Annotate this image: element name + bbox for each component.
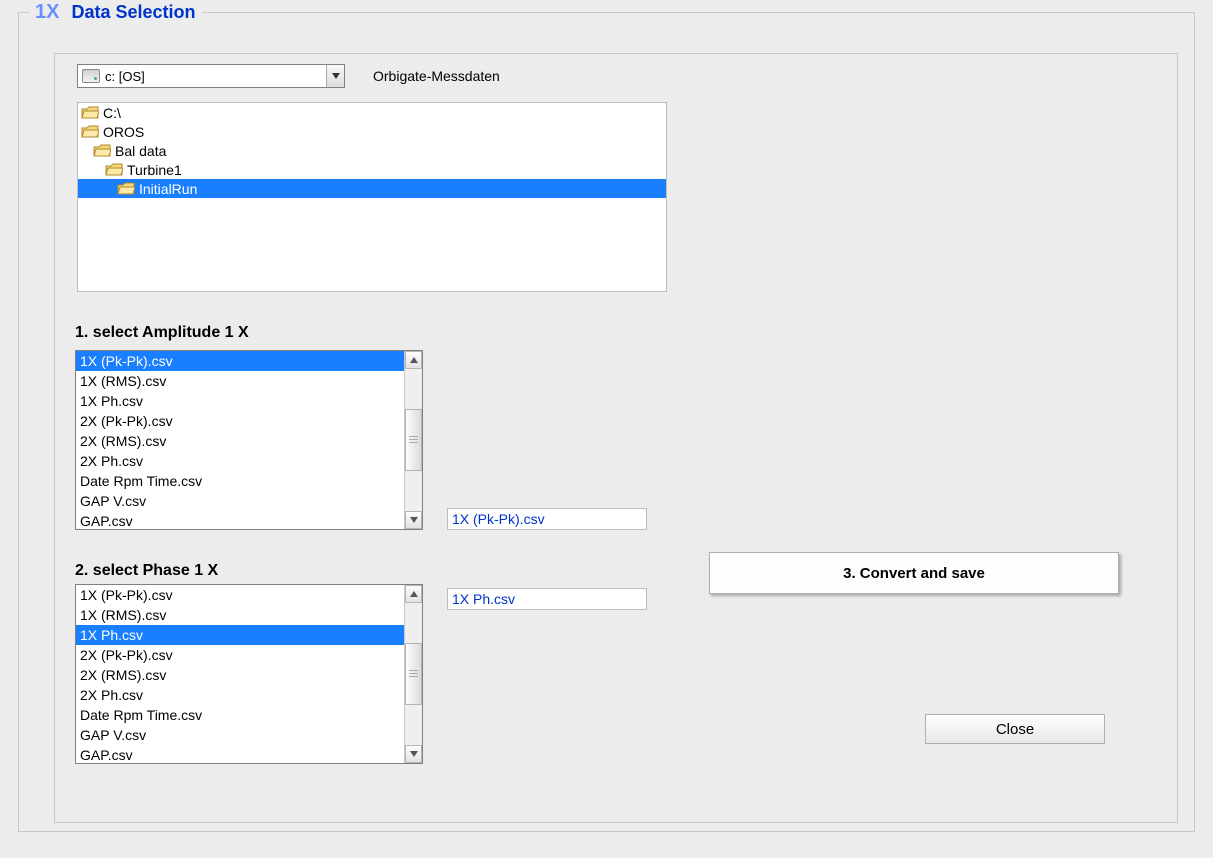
folder-icon bbox=[81, 125, 99, 139]
phase-scrollbar[interactable] bbox=[404, 585, 422, 763]
groupbox-prefix: 1X bbox=[35, 1, 59, 23]
data-selection-groupbox: 1XData Selection c: [OS] Orbigate-Messda… bbox=[18, 12, 1195, 832]
folder-label: OROS bbox=[103, 124, 144, 140]
folder-icon bbox=[117, 182, 135, 196]
folder-tree-item[interactable]: OROS bbox=[78, 122, 666, 141]
amplitude-selected-readout: 1X (Pk-Pk).csv bbox=[447, 508, 647, 530]
scroll-track[interactable] bbox=[405, 603, 422, 745]
convert-and-save-button[interactable]: 3. Convert and save bbox=[709, 552, 1119, 594]
folder-icon bbox=[105, 163, 123, 177]
scroll-thumb[interactable] bbox=[405, 643, 422, 705]
phase-section-label: 2. select Phase 1 X bbox=[75, 562, 218, 580]
list-item[interactable]: 2X Ph.csv bbox=[76, 451, 404, 471]
list-item[interactable]: 2X Ph.csv bbox=[76, 685, 404, 705]
list-item[interactable]: 2X (Pk-Pk).csv bbox=[76, 411, 404, 431]
scroll-thumb[interactable] bbox=[405, 409, 422, 471]
list-item[interactable]: GAP.csv bbox=[76, 511, 404, 529]
scroll-down-icon[interactable] bbox=[405, 745, 422, 763]
close-button-label: Close bbox=[996, 721, 1034, 738]
list-item[interactable]: GAP.csv bbox=[76, 745, 404, 763]
scroll-up-icon[interactable] bbox=[405, 351, 422, 369]
folder-label: Turbine1 bbox=[127, 162, 182, 178]
scroll-down-icon[interactable] bbox=[405, 511, 422, 529]
folder-label: Bal data bbox=[115, 143, 166, 159]
convert-button-label: 3. Convert and save bbox=[843, 565, 985, 582]
folder-tree-item[interactable]: InitialRun bbox=[78, 179, 666, 198]
list-item[interactable]: 1X (Pk-Pk).csv bbox=[76, 585, 404, 605]
scroll-track[interactable] bbox=[405, 369, 422, 511]
folder-icon bbox=[93, 144, 111, 158]
list-item[interactable]: Date Rpm Time.csv bbox=[76, 471, 404, 491]
orbigate-label: Orbigate-Messdaten bbox=[373, 68, 500, 84]
scroll-up-icon[interactable] bbox=[405, 585, 422, 603]
amplitude-section-label: 1. select Amplitude 1 X bbox=[75, 324, 249, 342]
folder-label: InitialRun bbox=[139, 181, 197, 197]
list-item[interactable]: GAP V.csv bbox=[76, 725, 404, 745]
phase-selected-readout: 1X Ph.csv bbox=[447, 588, 647, 610]
list-item[interactable]: Date Rpm Time.csv bbox=[76, 705, 404, 725]
list-item[interactable]: 1X (RMS).csv bbox=[76, 371, 404, 391]
list-item[interactable]: 1X Ph.csv bbox=[76, 391, 404, 411]
amplitude-listbox[interactable]: 1X (Pk-Pk).csv1X (RMS).csv1X Ph.csv2X (P… bbox=[75, 350, 423, 530]
drive-dropdown[interactable]: c: [OS] bbox=[77, 64, 345, 88]
inner-panel: c: [OS] Orbigate-Messdaten C:\ OROS Bal da… bbox=[54, 53, 1178, 823]
drive-icon bbox=[82, 69, 100, 83]
groupbox-title: Data Selection bbox=[71, 2, 195, 22]
list-item[interactable]: 2X (RMS).csv bbox=[76, 665, 404, 685]
phase-listbox[interactable]: 1X (Pk-Pk).csv1X (RMS).csv1X Ph.csv2X (P… bbox=[75, 584, 423, 764]
folder-label: C:\ bbox=[103, 105, 121, 121]
amplitude-scrollbar[interactable] bbox=[404, 351, 422, 529]
folder-tree-item[interactable]: C:\ bbox=[78, 103, 666, 122]
drive-label: c: [OS] bbox=[105, 69, 326, 84]
folder-tree[interactable]: C:\ OROS Bal data Turbine1 InitialRun bbox=[77, 102, 667, 292]
list-item[interactable]: 2X (Pk-Pk).csv bbox=[76, 645, 404, 665]
close-button[interactable]: Close bbox=[925, 714, 1105, 744]
list-item[interactable]: GAP V.csv bbox=[76, 491, 404, 511]
groupbox-legend: 1X Data Selection bbox=[29, 1, 202, 24]
list-item[interactable]: 1X (Pk-Pk).csv bbox=[76, 351, 404, 371]
folder-tree-item[interactable]: Turbine1 bbox=[78, 160, 666, 179]
folder-tree-item[interactable]: Bal data bbox=[78, 141, 666, 160]
list-item[interactable]: 2X (RMS).csv bbox=[76, 431, 404, 451]
dropdown-arrow-icon[interactable] bbox=[326, 65, 344, 87]
list-item[interactable]: 1X Ph.csv bbox=[76, 625, 404, 645]
list-item[interactable]: 1X (RMS).csv bbox=[76, 605, 404, 625]
folder-icon bbox=[81, 106, 99, 120]
